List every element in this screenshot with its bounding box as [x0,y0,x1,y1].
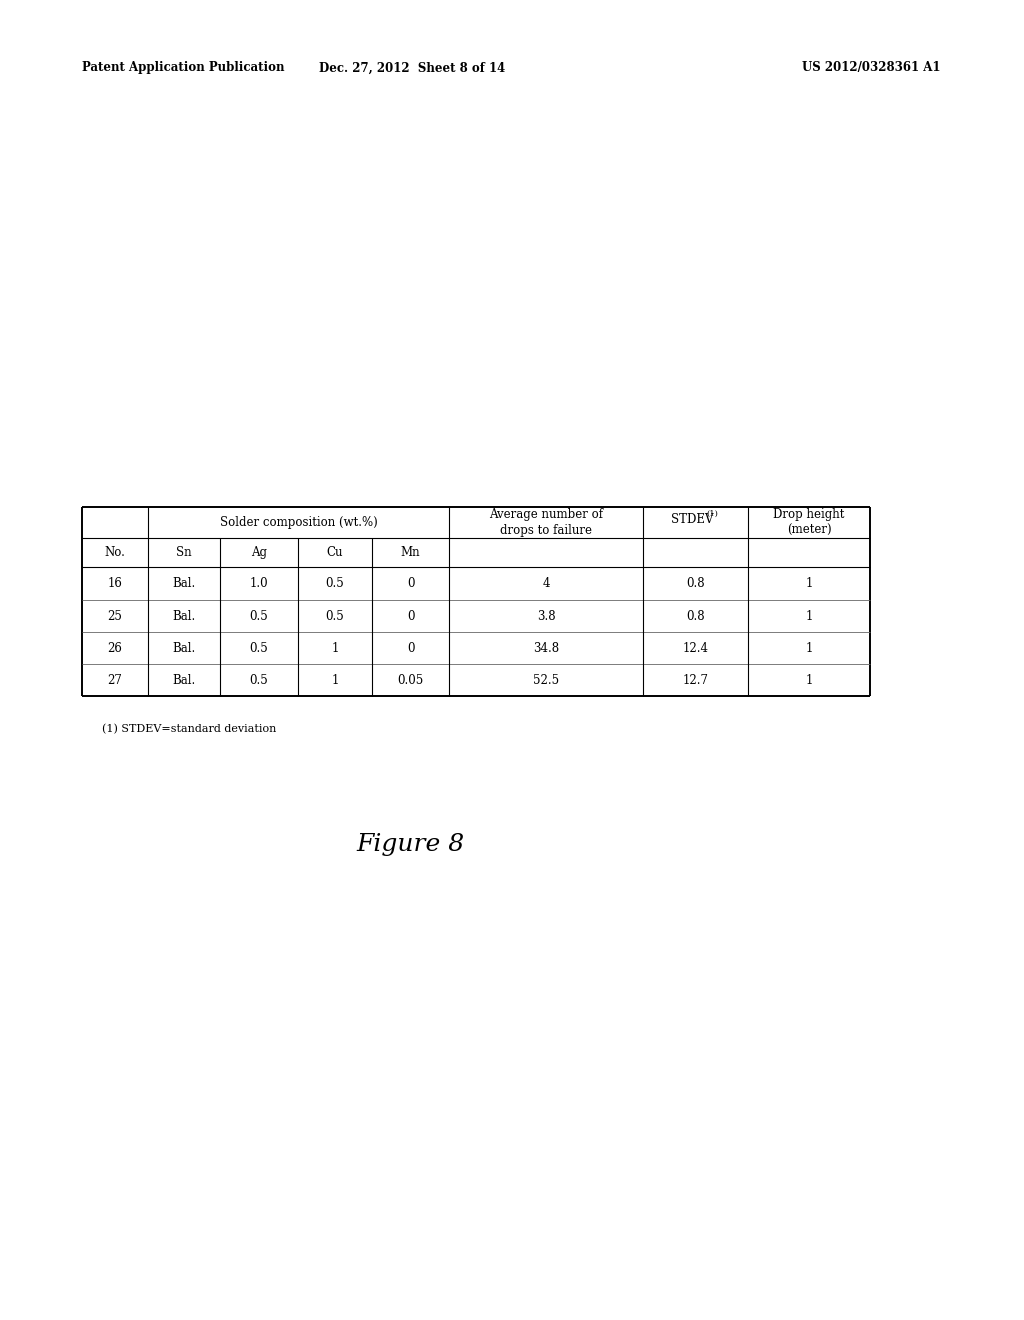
Text: (1): (1) [707,510,719,517]
Text: 0: 0 [407,610,415,623]
Text: 0.8: 0.8 [686,610,705,623]
Text: Bal.: Bal. [172,673,196,686]
Text: 0.5: 0.5 [250,642,268,655]
Text: Patent Application Publication: Patent Application Publication [82,62,285,74]
Text: 0.5: 0.5 [250,673,268,686]
Text: 1: 1 [805,673,813,686]
Text: 0.5: 0.5 [326,577,344,590]
Text: STDEV: STDEV [672,513,714,525]
Text: Bal.: Bal. [172,642,196,655]
Text: 1: 1 [805,610,813,623]
Text: 0.5: 0.5 [326,610,344,623]
Text: Figure 8: Figure 8 [356,833,464,857]
Text: Dec. 27, 2012  Sheet 8 of 14: Dec. 27, 2012 Sheet 8 of 14 [318,62,505,74]
Text: 52.5: 52.5 [532,673,559,686]
Text: US 2012/0328361 A1: US 2012/0328361 A1 [802,62,940,74]
Text: (1) STDEV=standard deviation: (1) STDEV=standard deviation [102,723,276,734]
Text: 1: 1 [332,642,339,655]
Text: 1.0: 1.0 [250,577,268,590]
Text: 1: 1 [332,673,339,686]
Text: 0: 0 [407,577,415,590]
Text: Average number of
drops to failure: Average number of drops to failure [489,508,603,537]
Text: Ag: Ag [251,546,267,558]
Text: 12.7: 12.7 [683,673,709,686]
Text: 0.05: 0.05 [397,673,424,686]
Text: Mn: Mn [400,546,420,558]
Text: 3.8: 3.8 [537,610,555,623]
Text: Bal.: Bal. [172,610,196,623]
Text: 1: 1 [805,642,813,655]
Text: 4: 4 [543,577,550,590]
Text: 0.8: 0.8 [686,577,705,590]
Text: 0.5: 0.5 [250,610,268,623]
Text: 25: 25 [108,610,123,623]
Text: Bal.: Bal. [172,577,196,590]
Text: 16: 16 [108,577,123,590]
Text: Cu: Cu [327,546,343,558]
Text: No.: No. [104,546,125,558]
Text: 0: 0 [407,642,415,655]
Text: 26: 26 [108,642,123,655]
Text: Sn: Sn [176,546,191,558]
Text: 1: 1 [805,577,813,590]
Text: Solder composition (wt.%): Solder composition (wt.%) [219,516,378,529]
Text: 27: 27 [108,673,123,686]
Text: 12.4: 12.4 [683,642,709,655]
Text: Drop height
(meter): Drop height (meter) [773,508,845,537]
Text: 34.8: 34.8 [532,642,559,655]
